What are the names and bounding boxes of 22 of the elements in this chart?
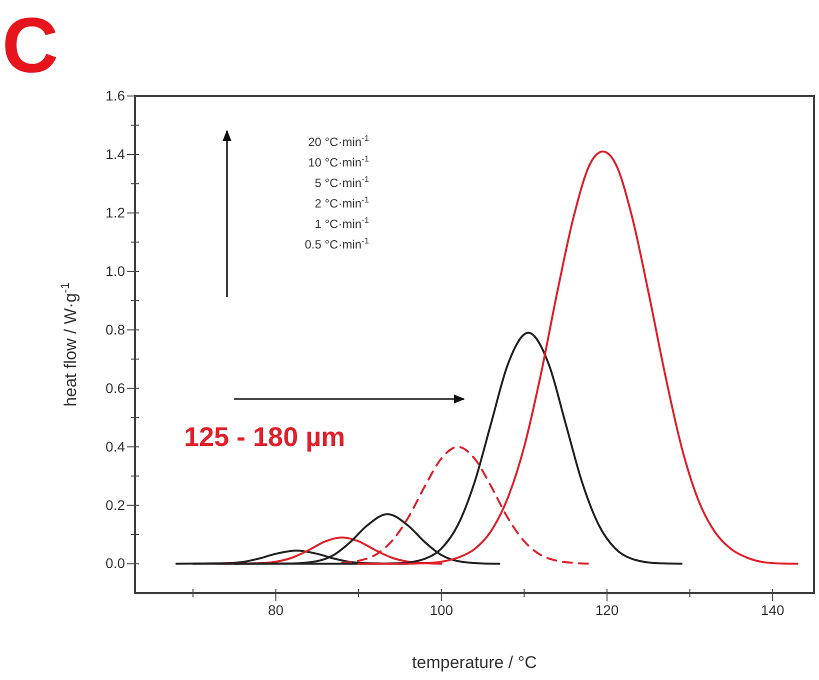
x-tick-label: 100 — [430, 602, 454, 618]
x-tick-label: 80 — [268, 602, 284, 618]
annotation: 0.5 °C·min$^{-1}$ — [304, 236, 370, 252]
chart-title: C — [2, 1, 58, 89]
y-tick-label: 1.4 — [106, 146, 126, 162]
y-tick-label: 0.8 — [106, 321, 126, 338]
annotation: 1 °C·min$^{-1}$ — [314, 215, 370, 231]
y-tick-label: 1.6 — [106, 87, 126, 104]
y-tick-label: 0.4 — [106, 438, 126, 454]
x-tick-label: 120 — [595, 602, 619, 618]
y-tick-label: 1.2 — [106, 204, 126, 220]
text: 0.0 — [106, 555, 125, 572]
annotation: 5 °C·min$^{-1}$ — [314, 174, 370, 190]
annotation: 125 - 180 µm — [184, 422, 346, 452]
annotation: 20 °C·min$^{-1}$ — [308, 133, 370, 149]
y-tick-label: 0.2 — [106, 496, 126, 513]
annotation: 2 °C·min$^{-1}$ — [314, 194, 370, 210]
annotation: 10 °C·min$^{-1}$ — [308, 154, 370, 170]
text: 1.0 — [106, 262, 125, 279]
y-tick-label: 0.6 — [106, 380, 126, 396]
x-tick-label: 140 — [760, 602, 784, 618]
x-axis-title: temperature / °C — [412, 653, 537, 672]
